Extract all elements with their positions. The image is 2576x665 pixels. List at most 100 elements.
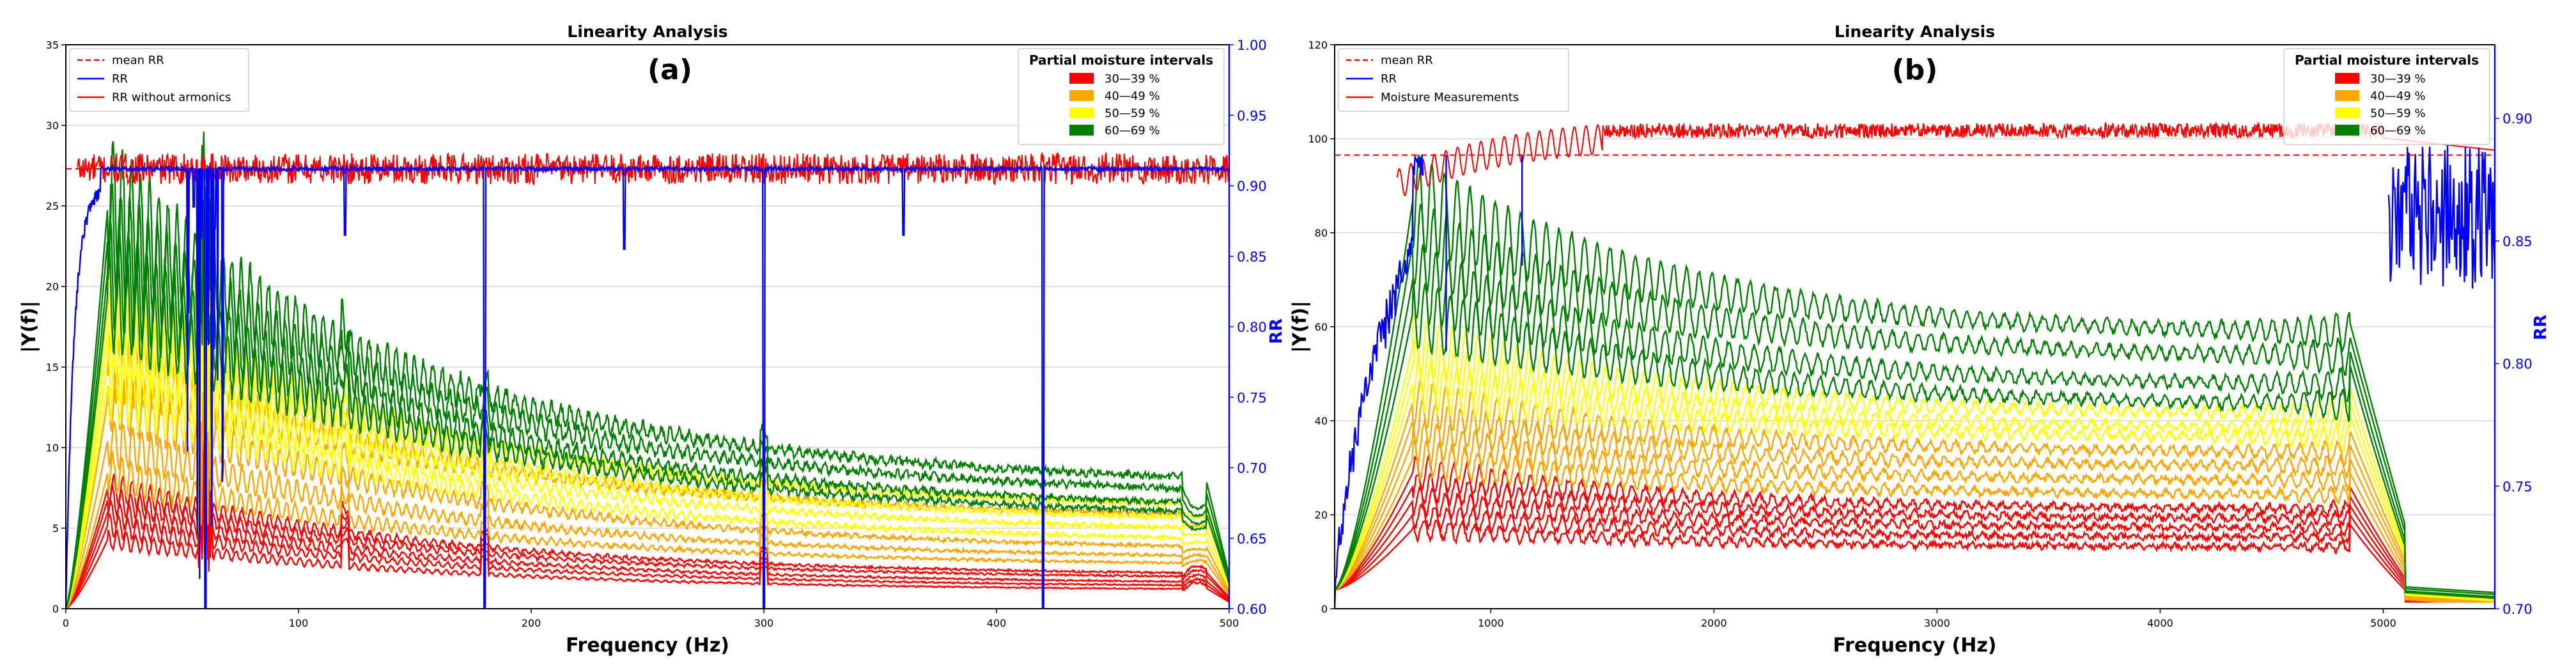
rr-tick-label: 0.85 [2502, 234, 2533, 249]
legend-swatch [1069, 73, 1094, 84]
legend-swatch [2335, 90, 2359, 101]
moisture-series-line [1335, 154, 2495, 593]
rr-tick-label: 0.75 [1237, 390, 1267, 405]
legend-label: mean RR [112, 54, 164, 67]
moisture-series-line [66, 277, 1229, 609]
rr-tick-label: 0.80 [1237, 320, 1267, 335]
moisture-series-line [1335, 472, 2495, 603]
y-tick-label: 5 [52, 522, 59, 535]
moisture-series-line [66, 399, 1229, 609]
moisture-series-line [1335, 485, 2495, 603]
moisture-series-line [66, 455, 1229, 609]
y-tick-label: 15 [46, 361, 59, 373]
plot-area [1335, 121, 2495, 609]
moisture-series-line [66, 312, 1229, 609]
legend-label: RR [112, 72, 128, 86]
x-tick-label: 1000 [1478, 617, 1504, 629]
rr-tick-label: 0.80 [2502, 357, 2533, 372]
x-tick-label: 4000 [2147, 617, 2173, 629]
rr-tick-label: 0.70 [1237, 461, 1267, 476]
y-tick-label: 30 [46, 120, 59, 132]
y-tick-label: 25 [46, 200, 59, 212]
moisture-series-line [66, 208, 1229, 609]
x-tick-label: 500 [1220, 617, 1239, 629]
moisture-series-line [1335, 439, 2495, 603]
panel-label: (a) [648, 54, 692, 86]
x-tick-label: 300 [754, 617, 774, 629]
panel-label: (b) [1892, 54, 1938, 86]
y-tick-label: 100 [1308, 133, 1328, 145]
legend-swatch [1069, 125, 1094, 136]
x-axis-label: Frequency (Hz) [1833, 634, 1996, 657]
y-tick-label: 0 [1321, 603, 1328, 615]
y-tick-label: 35 [46, 39, 59, 51]
legend-right: Partial moisture intervals 30—39 % 40—49 %… [2283, 48, 2490, 145]
legend-title: Partial moisture intervals [2295, 52, 2479, 68]
moisture-series-line [66, 371, 1229, 609]
rr-tick-label: 0.70 [2502, 602, 2533, 617]
chart-panel-a: 0 100 200 300 400 500 0 5 10 15 20 25 30 35 0.60 0.65 0.… [18, 22, 1286, 657]
chart-panel-b: 1000 2000 3000 4000 5000 0 20 40 60 80 100 120 0.70 0… [1289, 22, 2550, 657]
legend-label: RR without armonics [112, 91, 231, 104]
legend-label: 40—49 % [2370, 90, 2426, 103]
x-tick-label: 100 [289, 617, 309, 629]
legend-right: Partial moisture intervals 30—39 % 40—49 %… [1018, 48, 1225, 145]
legend-label: 50—59 % [2370, 107, 2426, 120]
chart-title: Linearity Analysis [567, 22, 727, 41]
legend-box [2283, 48, 2490, 145]
moisture-series-line [1335, 503, 2495, 603]
legend-left: mean RR RR RR without armonics [69, 48, 249, 112]
legend-swatch [2335, 125, 2359, 136]
legend-box [1338, 48, 1569, 112]
rr-line [66, 164, 1229, 609]
y-axis-label: |Y(f)| [18, 301, 40, 352]
rr-tick-label: 0.60 [1237, 602, 1267, 617]
x-tick-label: 5000 [2370, 617, 2396, 629]
rr-tick-label: 0.90 [2502, 111, 2533, 127]
rr-line [1335, 144, 2495, 609]
moisture-series-line [66, 403, 1229, 609]
x-tick-label: 400 [987, 617, 1007, 629]
legend-label: 60—69 % [2370, 124, 2426, 137]
legend-swatch [2335, 73, 2359, 84]
moisture-series-line [66, 199, 1229, 609]
legend-label: mean RR [1381, 54, 1433, 67]
legend-label: 60—69 % [1105, 124, 1160, 137]
y-axis-label: |Y(f)| [1289, 301, 1310, 352]
moisture-series-line [1335, 519, 2495, 603]
legend-label: 50—59 % [1105, 107, 1160, 120]
y-tick-label: 40 [1315, 415, 1328, 427]
legend-left: mean RR RR Moisture Measurements [1338, 48, 1569, 112]
moisture-series-line [66, 407, 1229, 609]
legend-swatch [1069, 107, 1094, 118]
legend-label: Moisture Measurements [1381, 91, 1519, 104]
moisture-series-line [1335, 376, 2495, 603]
x-axis-label: Frequency (Hz) [566, 634, 729, 657]
legend-box [1018, 48, 1225, 145]
legend-title: Partial moisture intervals [1029, 52, 1213, 68]
moisture-series-line [1335, 244, 2495, 598]
y-tick-label: 120 [1308, 39, 1328, 51]
moisture-series-line [1335, 397, 2495, 603]
y-tick-label: 10 [46, 442, 59, 454]
y-tick-label: 0 [52, 603, 59, 615]
moisture-series-line [66, 131, 1229, 609]
rr-tick-label: 0.65 [1237, 531, 1267, 547]
rr-tick-label: 1.00 [1237, 38, 1267, 53]
y-tick-label: 80 [1315, 227, 1328, 239]
legend-box [69, 48, 249, 112]
moisture-series-line [1335, 453, 2495, 603]
moisture-series-line [1335, 420, 2495, 603]
legend-label: 30—39 % [2370, 72, 2426, 86]
moisture-series-line [66, 359, 1229, 609]
y-tick-label: 20 [1315, 509, 1328, 521]
moisture-series-line [1335, 334, 2495, 601]
legend-label: 30—39 % [1105, 72, 1160, 86]
legend-label: RR [1381, 72, 1397, 86]
rr-axis-label: RR [1267, 318, 1286, 344]
x-tick-label: 3000 [1924, 617, 1950, 629]
x-tick-label: 0 [63, 617, 69, 629]
moisture-series-line [1335, 313, 2495, 600]
legend-swatch [2335, 107, 2359, 118]
